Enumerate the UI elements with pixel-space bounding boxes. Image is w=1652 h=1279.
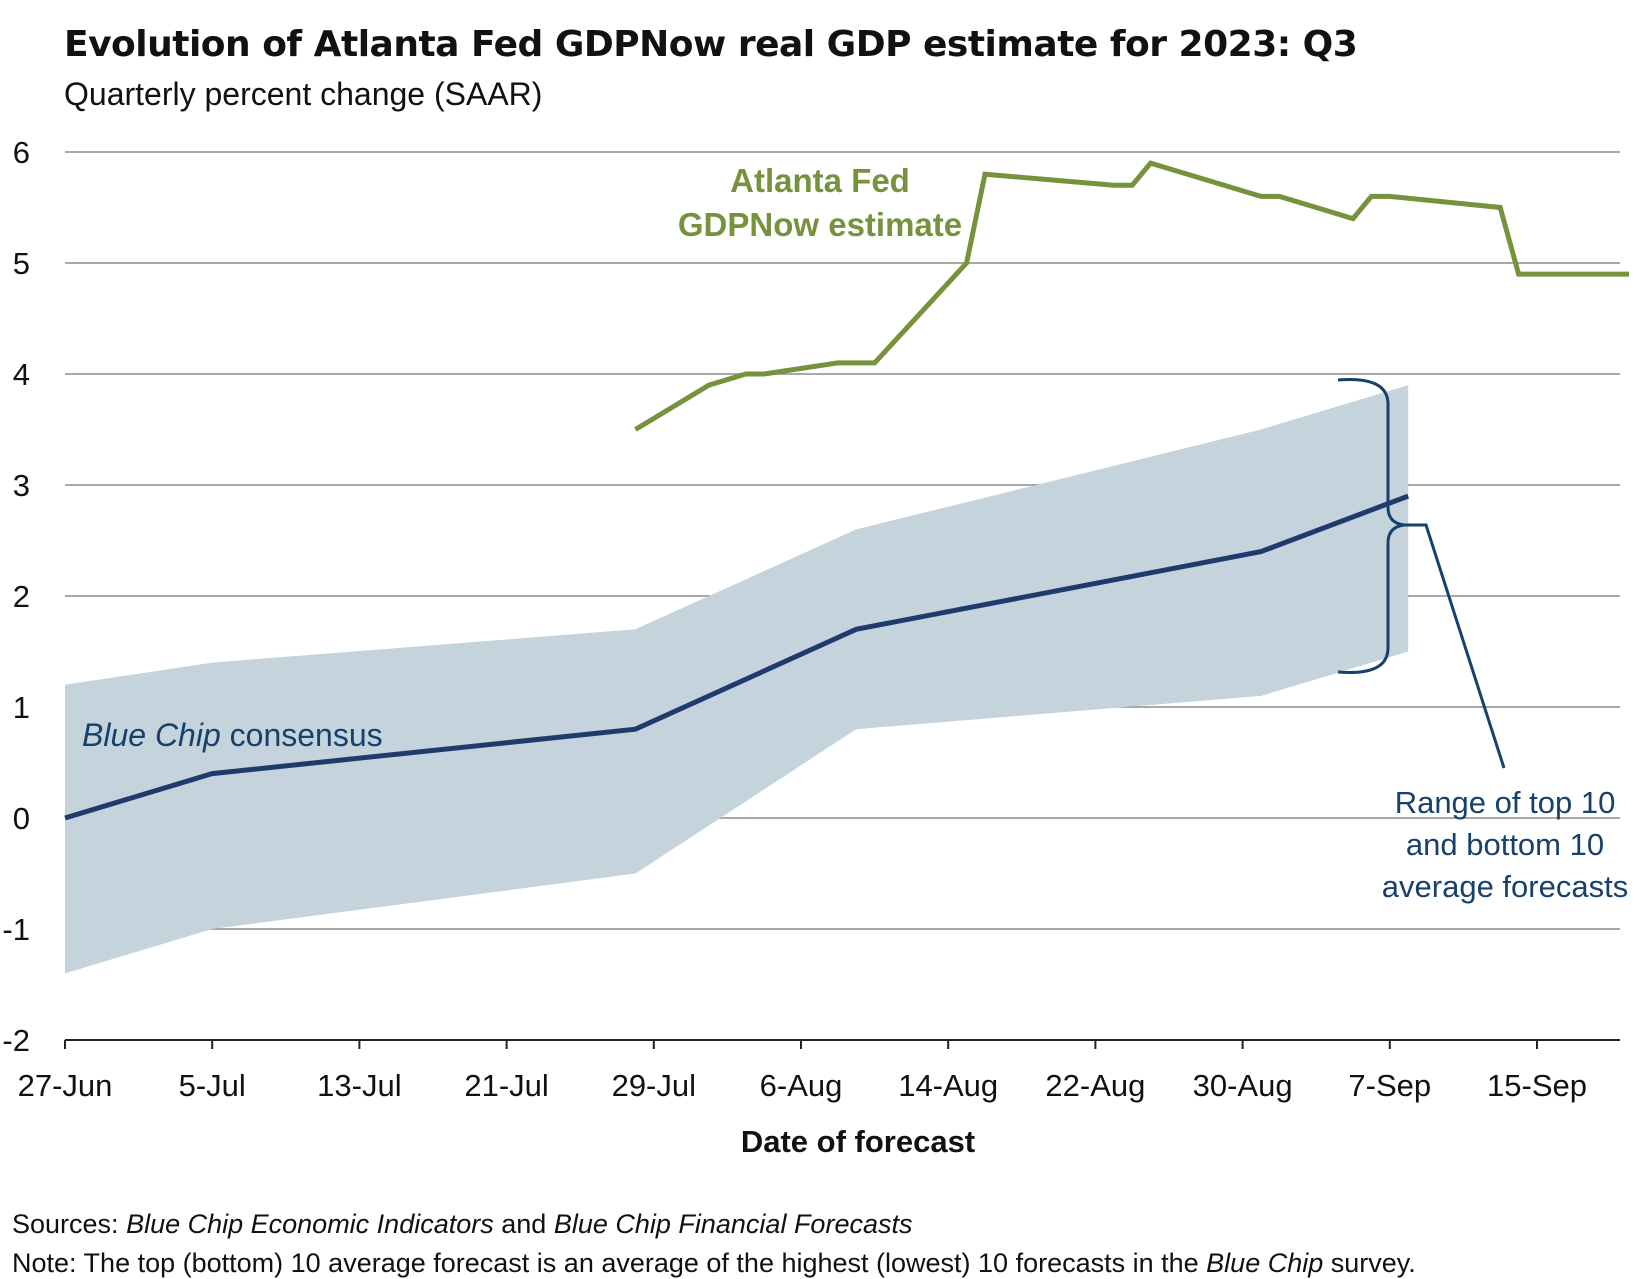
sources-publication-1: Blue Chip Economic Indicators [118,1209,494,1239]
y-tick-label: -2 [2,1023,30,1058]
range-label: average forecasts [1382,869,1628,904]
x-tick-label: 7-Sep [1348,1068,1431,1103]
note-label: Note: [12,1248,77,1278]
x-tick-label: 30-Aug [1193,1068,1293,1103]
range-label: and bottom 10 [1406,827,1604,862]
y-axis-tick-labels: -2 -1 0 1 2 3 4 5 6 [2,135,30,1058]
gdpnow-series-label: Atlanta Fed [730,162,910,199]
sources-publication-2: Blue Chip Financial Forecasts [553,1209,913,1239]
y-tick-label: -1 [2,912,30,947]
note-line: Note: The top (bottom) 10 average foreca… [12,1248,1416,1279]
gdpnow-line [634,160,1629,432]
consensus-series-label: Blue Chip consensus [82,717,383,753]
consensus-line [64,493,1410,821]
forecast-range-band [65,385,1409,974]
x-axis-label: Date of forecast [741,1124,975,1159]
sources-line: Sources: Blue Chip Economic Indicators a… [12,1209,912,1240]
chart-subtitle: Quarterly percent change (SAAR) [64,76,543,112]
y-tick-label: 4 [13,357,30,392]
sources-label: Sources: [12,1209,119,1239]
note-survey-name: Blue Chip [1206,1248,1324,1278]
x-axis [64,1039,1620,1049]
range-label: Range of top 10 [1395,785,1616,820]
sources-conjunction: and [493,1209,554,1239]
y-tick-label: 3 [13,468,30,503]
gdpnow-series [634,160,1629,432]
y-tick-label: 2 [13,579,30,614]
x-tick-label: 15-Sep [1487,1068,1587,1103]
gdpnow-series-label: GDPNow estimate [678,206,962,243]
chart-title: Evolution of Atlanta Fed GDPNow real GDP… [64,24,1358,65]
x-tick-label: 14-Aug [898,1068,998,1103]
x-tick-label: 29-Jul [612,1068,696,1103]
x-tick-label: 27-Jun [18,1068,113,1103]
y-tick-label: 6 [13,135,30,170]
x-tick-label: 13-Jul [317,1068,401,1103]
note-text: The top (bottom) 10 average forecast is … [76,1248,1207,1278]
gdpnow-chart: -2 -1 0 1 2 3 4 5 6 27-Jun 5-Jul 13-Jul 21-Jul 29-Ju… [2,135,1629,1159]
x-axis-tick-labels: 27-Jun 5-Jul 13-Jul 21-Jul 29-Jul 6-Aug 14-Aug… [18,1068,1587,1103]
range-pointer-line [1404,523,1506,769]
x-tick-label: 22-Aug [1045,1068,1145,1103]
y-tick-label: 5 [13,246,30,281]
consensus-label-italic: Blue Chip [82,717,221,753]
x-tick-label: 21-Jul [464,1068,548,1103]
x-tick-label: 5-Jul [179,1068,246,1103]
annotations: Atlanta Fed GDPNow estimate Blue Chip cons… [82,162,1628,904]
x-tick-label: 6-Aug [760,1068,843,1103]
note-text-end: survey. [1323,1248,1416,1278]
y-tick-label: 0 [13,801,30,836]
y-tick-label: 1 [13,690,30,725]
consensus-label-rest: consensus [221,717,383,753]
consensus-series [64,493,1410,821]
